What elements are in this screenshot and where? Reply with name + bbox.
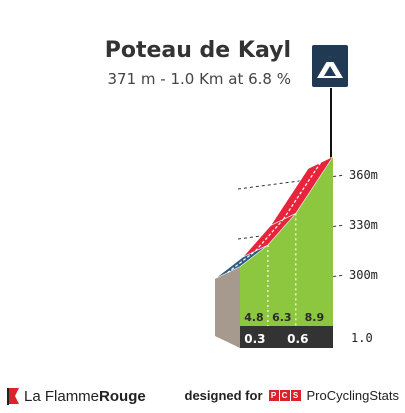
pcs-letter: S	[290, 390, 301, 401]
mountain-peak-icon	[312, 45, 348, 87]
red-flag-icon	[7, 388, 19, 405]
credit-line[interactable]: designed for P C S ProCyclingStats	[185, 388, 400, 403]
segment-gradient-label: 8.9	[305, 311, 325, 324]
segment-gradient-label: 4.8	[244, 311, 264, 324]
footer: La FlammeRouge designed for P C S ProCyc…	[0, 384, 405, 410]
profile-top-segment	[269, 155, 334, 227]
la-flamme-rouge-logo[interactable]: La FlammeRouge	[6, 386, 146, 406]
profile-side-face	[240, 156, 333, 326]
x-tick-label: 0.6	[287, 332, 308, 346]
profile-start-wall	[215, 266, 240, 348]
credit-label: designed for	[184, 388, 263, 403]
climb-title: Poteau de Kayl	[104, 38, 291, 63]
elevation-profile-chart: 300m 330m 360m 4.8 6.3 8.9 0.3 0.6 1.0	[214, 45, 378, 348]
profile-ridge-line	[282, 162, 322, 220]
profile-ridge-line	[227, 250, 256, 274]
y-tick-label: 360m	[349, 168, 378, 182]
profile-ridge-line	[254, 218, 284, 252]
credit-site: ProCyclingStats	[306, 388, 399, 403]
base-band	[240, 326, 333, 348]
pcs-logo-icon: P C S	[268, 390, 301, 401]
segment-gradient-label: 6.3	[272, 311, 292, 324]
total-distance-label: 1.0	[351, 331, 373, 345]
pcs-letter: P	[268, 390, 279, 401]
pcs-letter: C	[279, 390, 290, 401]
brand-name: La FlammeRouge	[24, 387, 146, 405]
y-tick-label: 300m	[349, 268, 378, 282]
climb-subtitle: 371 m - 1.0 Km at 6.8 %	[107, 70, 291, 88]
y-tick-label: 330m	[349, 218, 378, 232]
x-tick-label: 0.3	[244, 332, 265, 346]
